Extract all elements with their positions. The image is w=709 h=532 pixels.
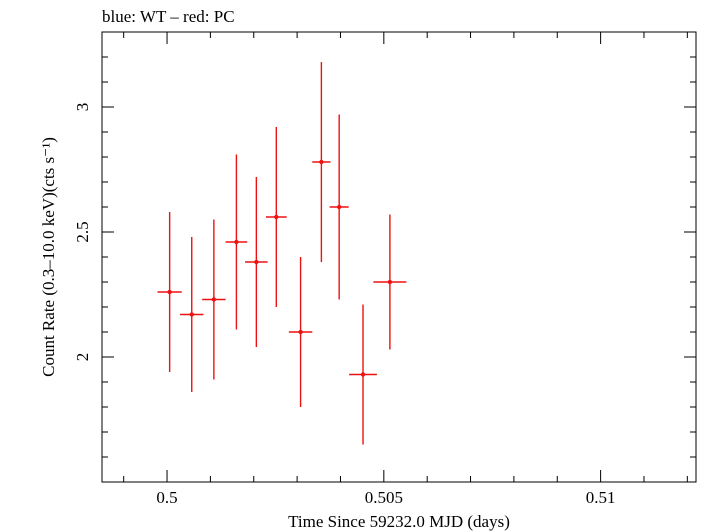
x-axis-label: Time Since 59232.0 MJD (days) xyxy=(288,512,510,531)
data-marker xyxy=(319,159,324,165)
data-marker xyxy=(254,259,259,265)
data-marker xyxy=(234,239,239,245)
data-point xyxy=(349,304,377,445)
data-series xyxy=(157,62,407,445)
data-marker xyxy=(336,204,342,210)
data-point xyxy=(288,257,313,407)
y-tick-label: 3 xyxy=(73,103,92,112)
data-point xyxy=(329,114,349,300)
chart-title: blue: WT – red: PC xyxy=(102,7,235,26)
data-point xyxy=(157,212,182,372)
data-marker xyxy=(189,312,194,317)
data-marker xyxy=(360,372,366,377)
x-tick-label: 0.5 xyxy=(156,488,177,507)
data-marker xyxy=(167,289,172,295)
axis-ticks xyxy=(102,31,696,483)
data-marker xyxy=(387,279,393,285)
y-axis-label: Count Rate (0.3–10.0 keV)(cts s⁻¹) xyxy=(39,137,58,377)
data-point xyxy=(245,177,268,347)
data-point xyxy=(265,127,287,307)
y-tick-label: 2.5 xyxy=(73,221,92,242)
data-marker xyxy=(274,214,279,220)
x-tick-label: 0.51 xyxy=(586,488,616,507)
data-marker xyxy=(211,297,217,302)
data-point xyxy=(312,62,331,262)
data-point xyxy=(180,237,204,392)
x-tick-label: 0.505 xyxy=(365,488,403,507)
data-point xyxy=(373,214,407,350)
data-marker xyxy=(298,329,303,335)
data-point xyxy=(202,219,226,380)
data-point xyxy=(225,154,248,330)
y-tick-label: 2 xyxy=(73,353,92,362)
tick-labels: 0.5 0.505 0.51 2 2.5 3 xyxy=(73,103,615,507)
